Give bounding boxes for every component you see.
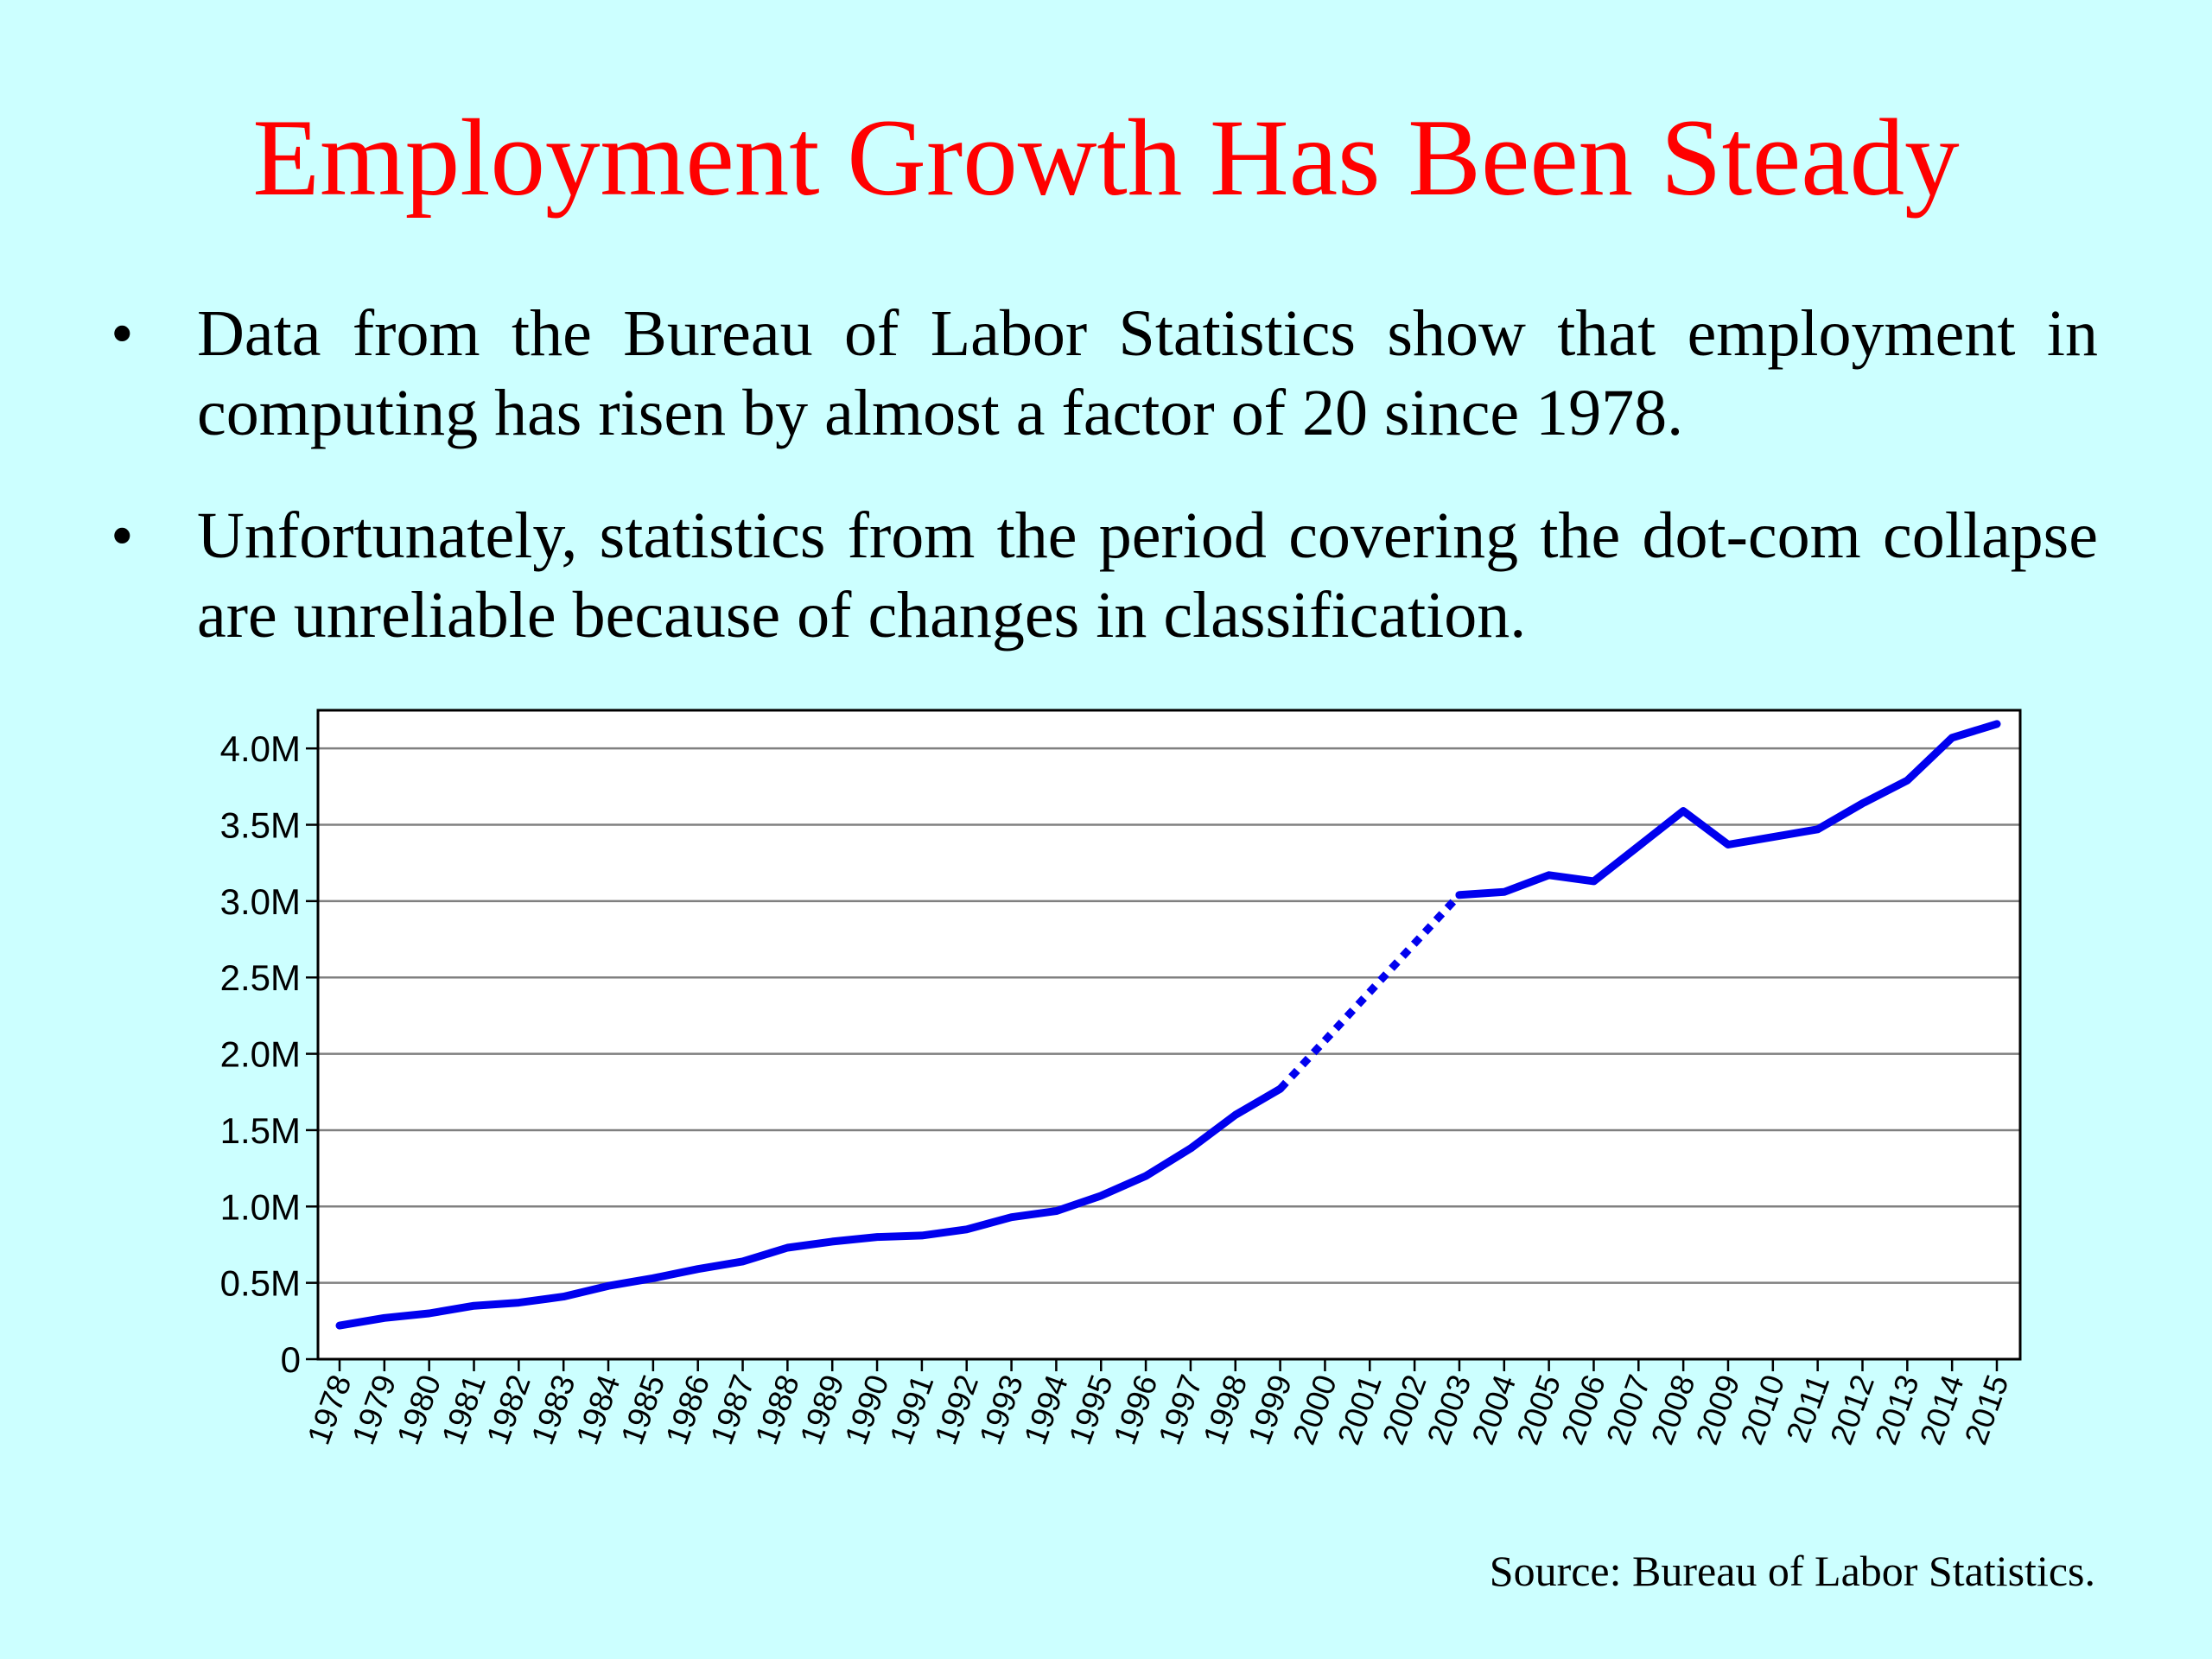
bullet-text: Unfortunately, statistics from the perio… (197, 499, 2098, 652)
bullet-dot: • (111, 297, 134, 370)
bullet-dot: • (111, 499, 134, 572)
y-tick-label: 4.0M (220, 728, 301, 769)
y-tick-label: 2.0M (220, 1034, 301, 1075)
gridlines (318, 747, 2020, 1284)
bullet-item: • Data from the Bureau of Labor Statisti… (111, 294, 2098, 453)
y-tick-label: 0.5M (220, 1263, 301, 1304)
series-line-dotted (1277, 892, 1463, 1092)
source-note: Source: Bureau of Labor Statistics. (1489, 1547, 2095, 1595)
y-tick-label: 3.0M (220, 881, 301, 922)
y-tick-label: 0 (281, 1339, 301, 1380)
series-layer (335, 720, 2001, 1330)
y-tick-label: 1.5M (220, 1110, 301, 1151)
slide-title: Employment Growth Has Been Steady (252, 98, 1960, 219)
plot-area (318, 710, 2020, 1359)
series-line (1455, 720, 2001, 899)
bullet-item: • Unfortunately, statistics from the per… (111, 496, 2098, 655)
y-tick-label: 1.0M (220, 1186, 301, 1227)
y-tick-label: 2.5M (220, 957, 301, 998)
bullet-text: Data from the Bureau of Labor Statistics… (197, 297, 2098, 449)
y-tick-label: 3.5M (220, 805, 301, 846)
series-line (335, 1084, 1285, 1330)
bullet-list: • Data from the Bureau of Labor Statisti… (111, 294, 2098, 698)
plot-frame (316, 709, 2022, 1361)
